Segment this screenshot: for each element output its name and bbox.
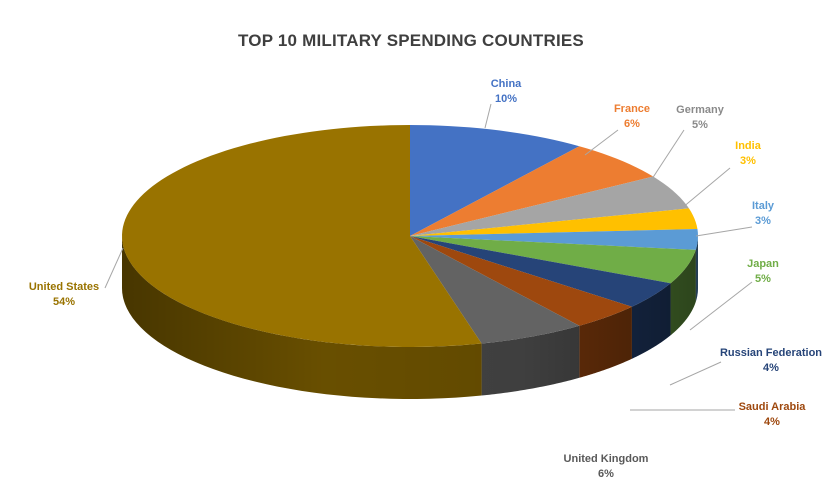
slice-united-kingdom	[410, 236, 580, 344]
slice-india	[410, 208, 698, 236]
label-name-saudi-arabia: Saudi Arabia	[739, 401, 807, 413]
chart-title: TOP 10 MILITARY SPENDING COUNTRIES	[238, 31, 584, 50]
label-pct-india: 3%	[740, 155, 756, 167]
slice-russian-federation	[410, 236, 671, 307]
slice-united-states	[122, 125, 482, 347]
label-name-india: India	[735, 140, 762, 152]
slice-saudi-arabia	[410, 236, 632, 326]
data-labels: China 10% France 6% Germany 5% India 3% Italy 3% J…	[29, 78, 822, 480]
label-name-germany: Germany	[676, 104, 725, 116]
label-pct-france: 6%	[624, 118, 640, 130]
leader-line-france	[584, 129, 619, 156]
label-pct-china: 10%	[495, 93, 517, 105]
label-pct-saudi-arabia: 4%	[764, 416, 780, 428]
label-name-china: China	[491, 78, 522, 90]
pie-top	[122, 125, 698, 347]
leader-line-italy	[695, 226, 753, 237]
leader-line-japan	[689, 281, 753, 331]
label-pct-united-states: 54%	[53, 296, 75, 308]
label-pct-russian-federation: 4%	[763, 362, 779, 374]
label-pct-japan: 5%	[755, 273, 771, 285]
leader-line-china	[484, 103, 492, 129]
label-name-france: France	[614, 103, 650, 115]
label-name-italy: Italy	[752, 200, 775, 212]
leader-line-united-states	[104, 247, 124, 289]
slice-germany	[410, 176, 689, 236]
leader-line-india	[681, 167, 731, 209]
label-name-united-kingdom: United Kingdom	[564, 453, 649, 465]
label-name-united-states: United States	[29, 281, 99, 293]
slice-italy	[410, 229, 698, 250]
label-name-russian-federation: Russian Federation	[720, 347, 822, 359]
slice-japan	[410, 236, 696, 284]
slice-france	[410, 146, 654, 236]
label-pct-united-kingdom: 6%	[598, 468, 614, 480]
label-pct-germany: 5%	[692, 119, 708, 131]
label-pct-italy: 3%	[755, 215, 771, 227]
leader-line-germany	[649, 129, 685, 183]
pie-sides	[122, 236, 698, 399]
side-shading	[122, 236, 698, 399]
slice-china	[410, 125, 580, 236]
leader-line-russian-federation	[669, 361, 722, 386]
label-name-japan: Japan	[747, 258, 779, 270]
